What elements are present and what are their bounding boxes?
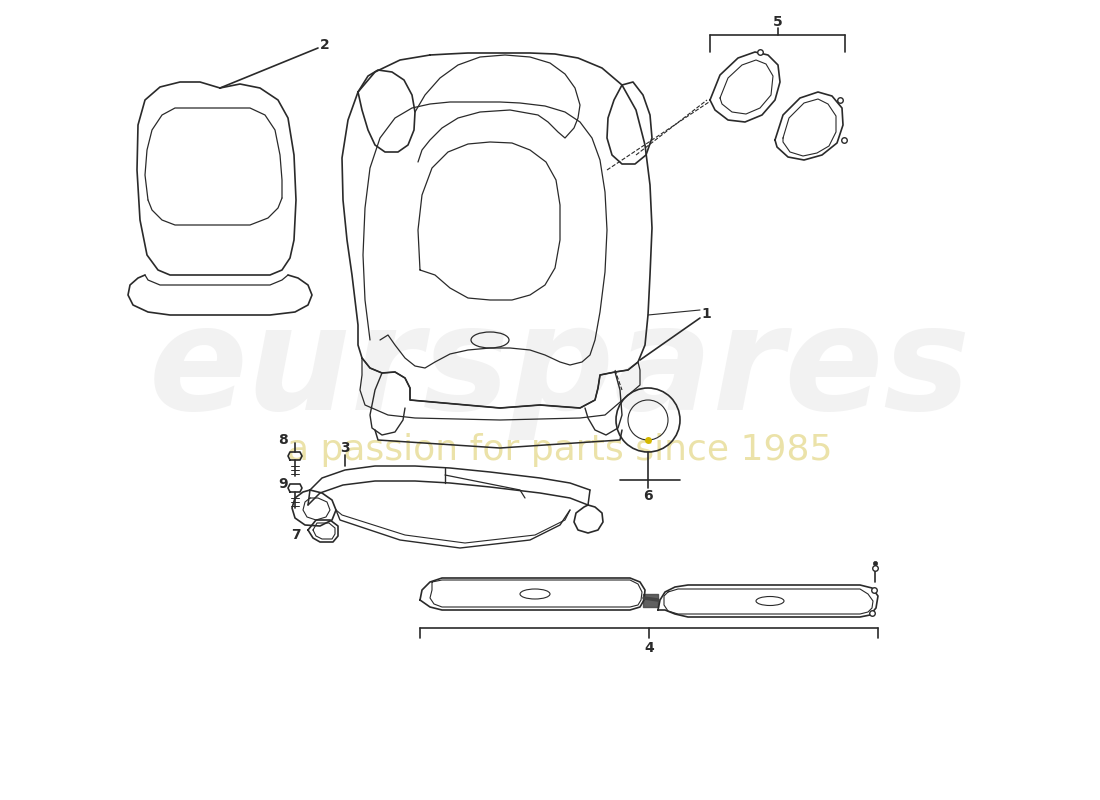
Text: 5: 5 <box>773 15 783 29</box>
Text: eurspares: eurspares <box>148 299 971 441</box>
Text: 1: 1 <box>701 307 711 321</box>
Text: 9: 9 <box>278 477 288 491</box>
Text: 3: 3 <box>340 441 350 455</box>
Text: 4: 4 <box>645 641 653 655</box>
Text: 2: 2 <box>320 38 330 52</box>
Text: 8: 8 <box>278 433 288 447</box>
Text: a passion for parts since 1985: a passion for parts since 1985 <box>287 433 833 467</box>
Text: 6: 6 <box>644 489 652 503</box>
Text: 7: 7 <box>292 528 300 542</box>
